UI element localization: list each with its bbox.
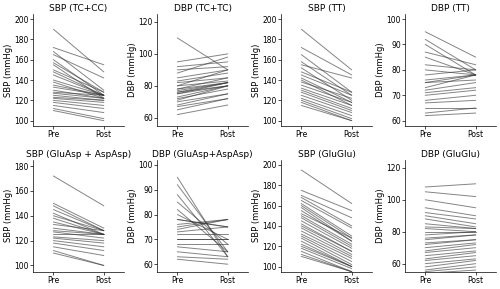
Y-axis label: DBP (mmHg): DBP (mmHg)	[128, 42, 137, 97]
Y-axis label: SBP (mmHg): SBP (mmHg)	[252, 43, 261, 97]
Title: SBP (TT): SBP (TT)	[308, 4, 346, 13]
Title: SBP (GluAsp + AspAsp): SBP (GluAsp + AspAsp)	[26, 150, 131, 159]
Title: SBP (TC+CC): SBP (TC+CC)	[50, 4, 108, 13]
Y-axis label: SBP (mmHg): SBP (mmHg)	[4, 43, 13, 97]
Y-axis label: DBP (mmHg): DBP (mmHg)	[376, 188, 385, 243]
Title: DBP (TT): DBP (TT)	[431, 4, 470, 13]
Y-axis label: SBP (mmHg): SBP (mmHg)	[4, 189, 13, 242]
Y-axis label: SBP (mmHg): SBP (mmHg)	[252, 189, 261, 242]
Title: DBP (GluGlu): DBP (GluGlu)	[421, 150, 480, 159]
Title: DBP (GluAsp+AspAsp): DBP (GluAsp+AspAsp)	[152, 150, 253, 159]
Y-axis label: DBP (mmHg): DBP (mmHg)	[376, 42, 385, 97]
Title: SBP (GluGlu): SBP (GluGlu)	[298, 150, 356, 159]
Title: DBP (TC+TC): DBP (TC+TC)	[174, 4, 232, 13]
Y-axis label: DBP (mmHg): DBP (mmHg)	[128, 188, 137, 243]
